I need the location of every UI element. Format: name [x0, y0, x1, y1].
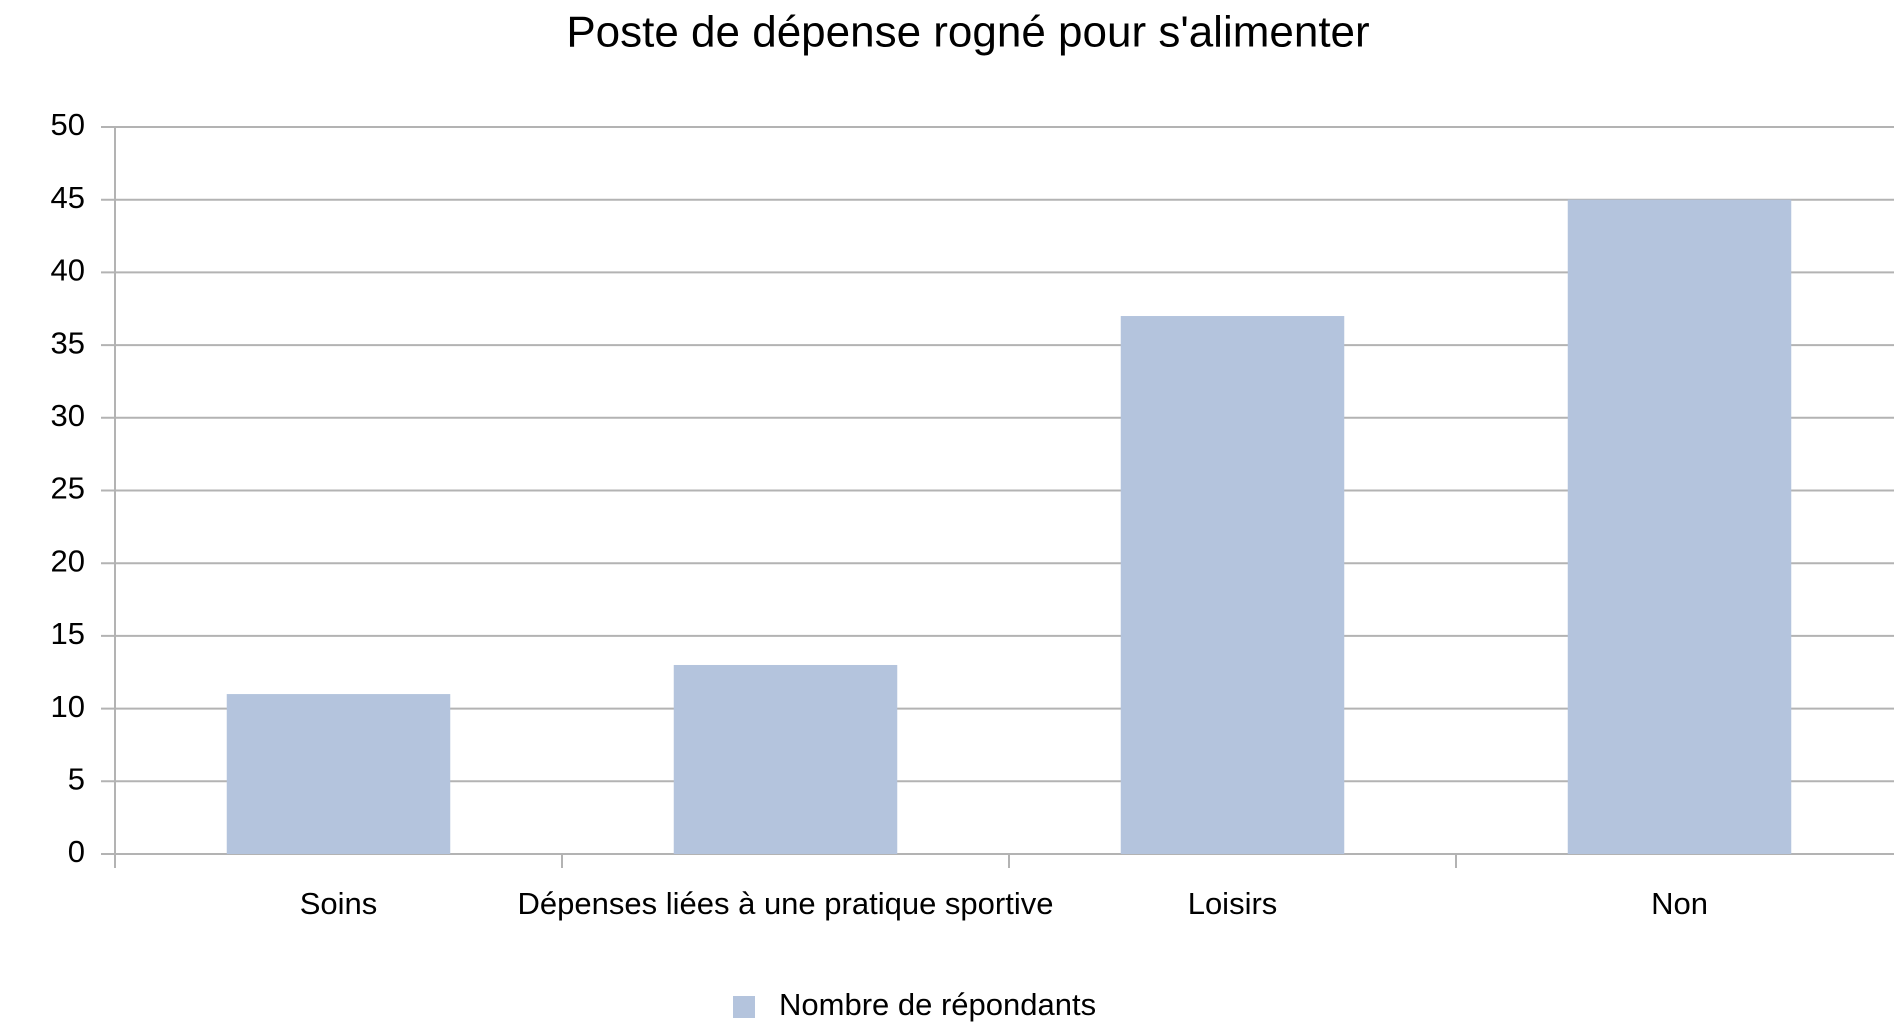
y-tick-label: 35	[51, 325, 85, 360]
bar	[1567, 199, 1792, 854]
chart-title: Poste de dépense rogné pour s'alimenter	[566, 8, 1369, 57]
y-tick-label: 15	[51, 616, 85, 651]
y-tick-label: 0	[68, 834, 85, 869]
x-tick-label: Loisirs	[1188, 886, 1278, 921]
bar	[673, 664, 898, 854]
y-tick-label: 40	[51, 253, 85, 288]
y-tick-label: 20	[51, 543, 85, 578]
y-tick-label: 50	[51, 107, 85, 142]
y-tick-label: 5	[68, 761, 85, 796]
legend-swatch	[733, 996, 755, 1018]
bar	[226, 694, 451, 854]
x-tick-label: Non	[1651, 886, 1708, 921]
legend-label: Nombre de répondants	[779, 987, 1096, 1022]
y-tick-label: 45	[51, 180, 85, 215]
bar	[1120, 316, 1345, 854]
y-tick-label: 30	[51, 398, 85, 433]
x-tick-label: Dépenses liées à une pratique sportive	[518, 886, 1054, 921]
y-tick-label: 10	[51, 689, 85, 724]
x-tick-label: Soins	[300, 886, 378, 921]
y-tick-label: 25	[51, 471, 85, 506]
